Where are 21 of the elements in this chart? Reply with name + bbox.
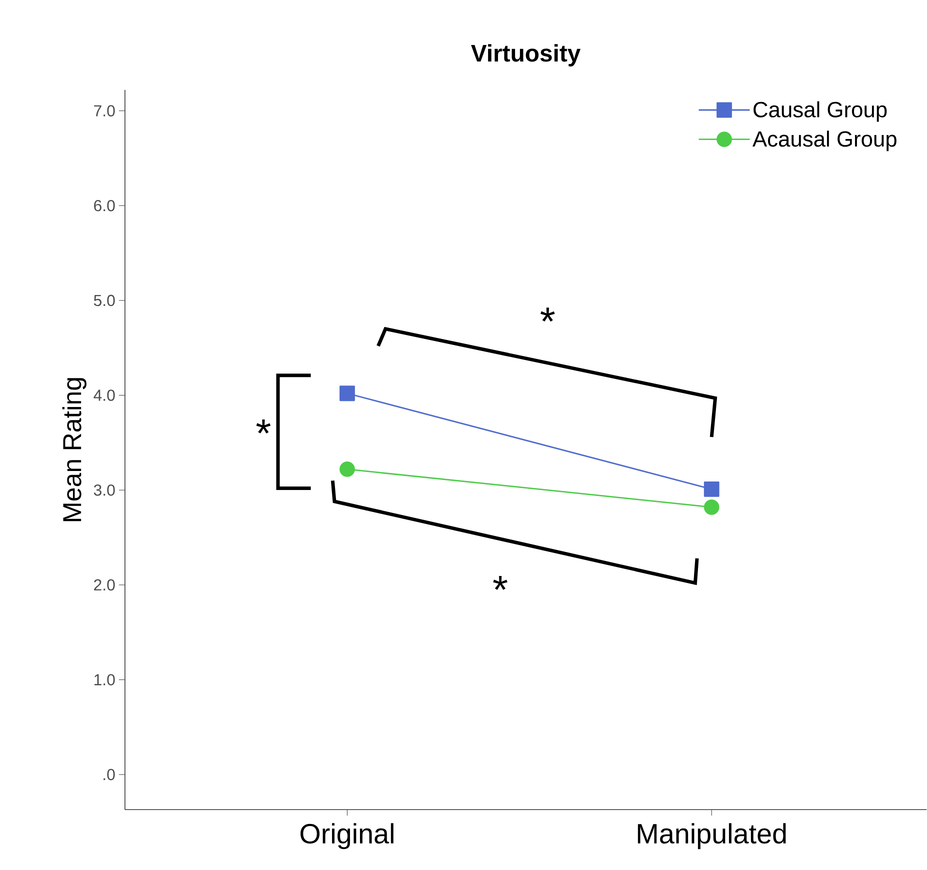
point [704,482,720,498]
x-tick-label: Manipulated [638,823,786,850]
y-tick-label: 4.0 [94,390,115,402]
y-tick-label: 6.0 [94,200,115,212]
annotation: * [493,576,508,590]
x-tick-label: Original [300,823,394,850]
y-tick-label: 7.0 [94,105,115,117]
point [340,462,355,478]
point [704,500,720,516]
point [340,386,355,402]
annotation: * [540,308,555,322]
legend-label: Acausal Group [752,130,896,152]
y-tick-label: 1.0 [94,674,115,686]
y-axis-title: Mean Rating [62,378,86,522]
legend-label: Causal Group [754,101,887,122]
y-tick-label: 5.0 [94,294,115,306]
y-tick-label: .0 [104,769,115,780]
y-tick-label: 2.0 [94,579,115,591]
chart-title: Virtuosity [471,44,581,67]
y-tick-label: 3.0 [94,484,115,496]
annotation: * [256,420,271,434]
